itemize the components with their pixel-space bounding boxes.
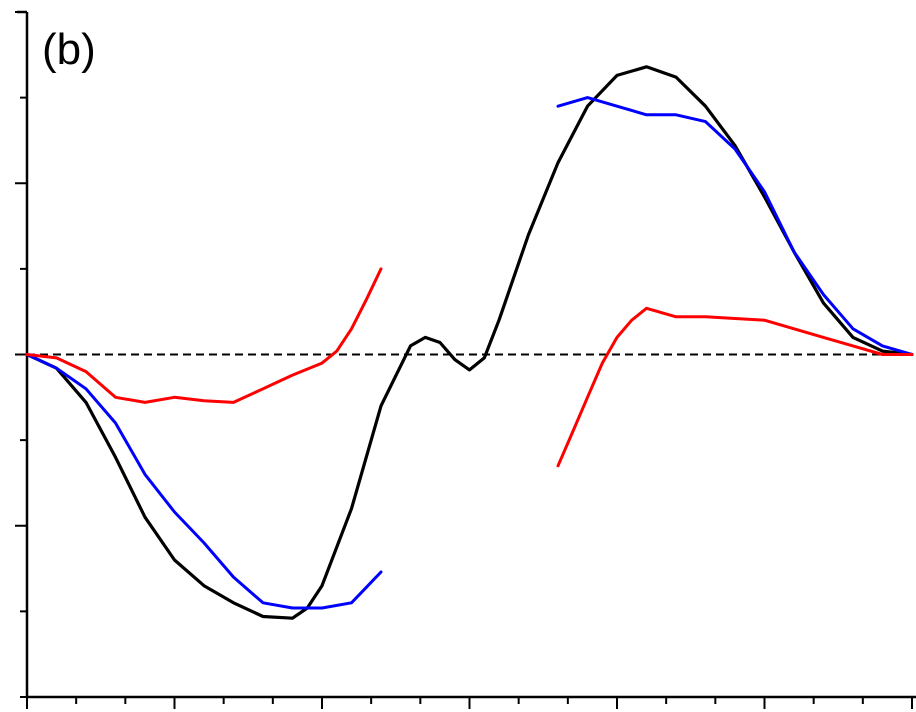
series-layer (25, 65, 914, 620)
series-line-1 (25, 65, 914, 620)
series-line-5 (556, 306, 914, 468)
series-line-4 (25, 267, 383, 404)
panel-label: (b) (42, 25, 96, 74)
series-line-3 (556, 96, 914, 356)
axes (15, 10, 916, 709)
series-line-2 (25, 353, 383, 610)
